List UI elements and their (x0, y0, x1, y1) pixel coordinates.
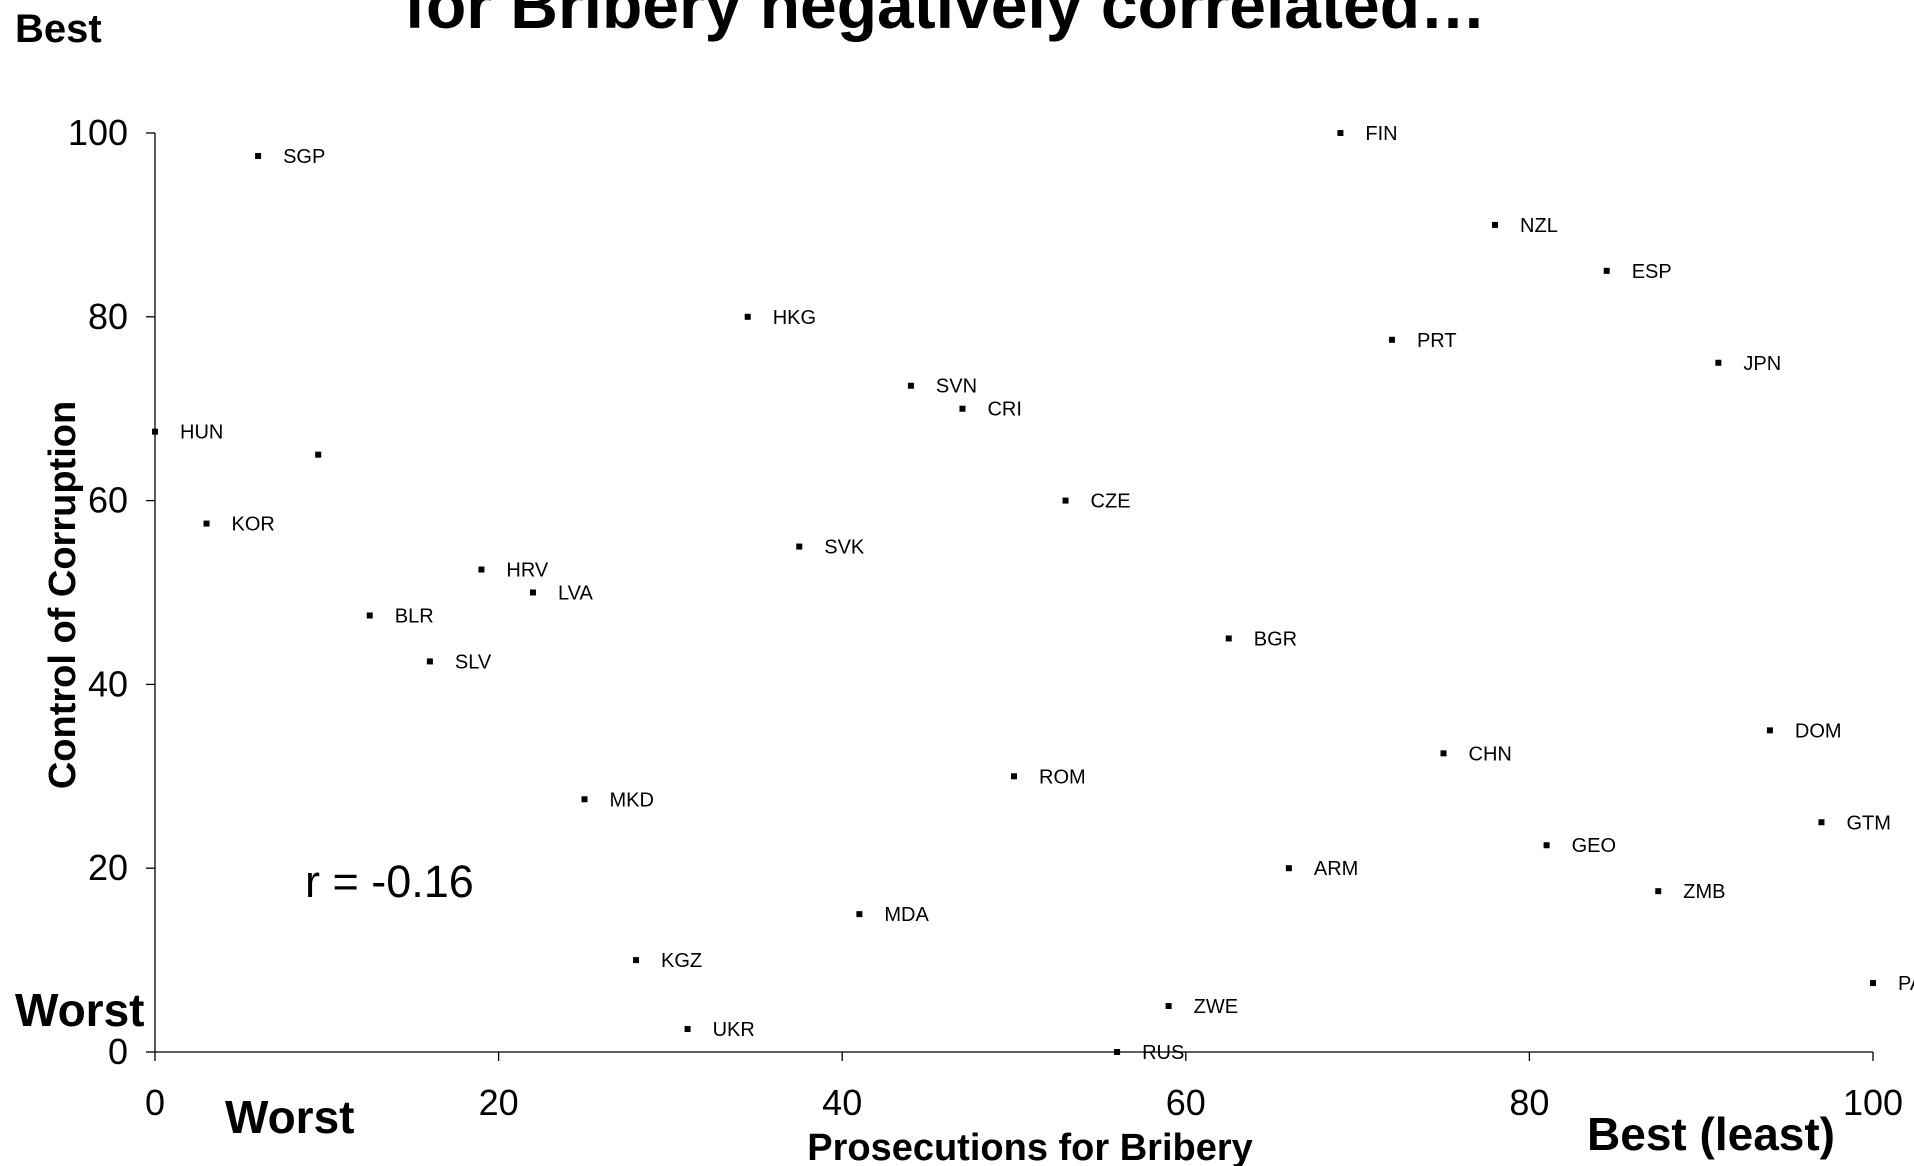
data-point-label-arm: ARM (1314, 858, 1358, 880)
data-point-mkd (581, 796, 588, 803)
data-point-label-rus: RUS (1142, 1042, 1184, 1064)
data-point-label-bgr: BGR (1254, 628, 1297, 650)
data-point-rus (1114, 1049, 1121, 1055)
data-point-pak (1870, 980, 1876, 987)
data-point-bgr (1225, 635, 1232, 642)
data-point-rom (1011, 773, 1017, 780)
data-point-esp (1603, 267, 1610, 274)
data-point-zwe (1165, 1003, 1172, 1010)
correlation-annotation: r = -0.16 (305, 856, 474, 907)
data-point-kor (203, 520, 210, 527)
data-point-nzl (1492, 221, 1499, 228)
y-worst-label: Worst (15, 984, 145, 1036)
x-tick-label-2: 40 (822, 1082, 862, 1123)
data-point-gtm (1818, 819, 1825, 826)
data-point-label-gtm: GTM (1846, 812, 1890, 834)
data-point-sgp (255, 152, 262, 159)
x-tick-label-0: 0 (145, 1082, 165, 1123)
data-point-label-cze: CZE (1091, 491, 1131, 513)
data-point-label-pak: PAK (1898, 973, 1914, 995)
x-tick-label-5: 100 (1843, 1082, 1903, 1123)
data-point-label-slv: SLV (455, 651, 492, 673)
data-point-label-hkg: HKG (773, 307, 816, 329)
data-point-label-cri: CRI (987, 399, 1021, 421)
data-point-label-mda: MDA (884, 904, 929, 926)
data-point-arm (1285, 865, 1292, 872)
data-point-svk (796, 543, 803, 550)
data-point-hrv (478, 566, 485, 573)
data-point-dom (1766, 727, 1773, 734)
data-point-geo (1543, 842, 1550, 849)
data-point-label-svk: SVK (824, 537, 865, 559)
data-point-label-esp: ESP (1632, 261, 1672, 283)
x-tick-label-3: 60 (1166, 1082, 1206, 1123)
data-point-prt (1388, 336, 1395, 343)
data-point-mda (856, 911, 863, 918)
data-point-fin (1337, 130, 1344, 136)
data-point-label-svn: SVN (936, 376, 977, 398)
chart-title: for Bribery negatively correlated… (404, 0, 1486, 42)
data-point-label-fin: FIN (1365, 123, 1397, 145)
axis-ticks: 0 20 40 60 80 100 0 20 40 60 80 100 (68, 112, 1903, 1123)
data-point-label-lva: LVA (558, 583, 593, 605)
data-point-label-hrv: HRV (506, 560, 549, 582)
data-point-kgz (633, 957, 640, 964)
data-point-cze (1062, 497, 1069, 504)
data-point-label-jpn: JPN (1743, 353, 1781, 375)
data-point-label-sgp: SGP (283, 146, 325, 168)
data-point-zmb (1655, 888, 1662, 895)
data-point-label-geo: GEO (1572, 835, 1616, 857)
y-tick-label-2: 40 (88, 663, 128, 704)
data-point-jpn (1715, 359, 1722, 366)
data-point-cri (959, 405, 966, 412)
data-point-label-kor: KOR (232, 514, 275, 536)
data-point-hkg (744, 313, 751, 320)
y-tick-label-0: 0 (108, 1031, 128, 1072)
data-point-hun (152, 428, 158, 435)
data-point-label-zmb: ZMB (1683, 881, 1725, 903)
y-tick-label-4: 80 (88, 296, 128, 337)
y-tick-label-1: 20 (88, 847, 128, 888)
data-point-label-prt: PRT (1417, 330, 1457, 352)
data-point-label-rom: ROM (1039, 766, 1086, 788)
data-point-svn (907, 382, 914, 389)
data-point-slv (426, 658, 433, 665)
x-best-label: Best (least) (1587, 1108, 1835, 1160)
data-point-lva (529, 589, 536, 596)
x-axis-title: Prosecutions for Bribery (807, 1127, 1253, 1166)
data-point-label-chn: CHN (1469, 743, 1512, 765)
y-tick-label-5: 100 (68, 112, 128, 153)
data-point-label-blr: BLR (395, 605, 434, 627)
x-tick-label-4: 80 (1509, 1082, 1549, 1123)
y-tick-label-3: 60 (88, 480, 128, 521)
data-point-label-ukr: UKR (713, 1019, 755, 1041)
data-point-ukr (684, 1026, 691, 1033)
data-point-chn (1440, 750, 1447, 757)
data-point-label-zwe: ZWE (1194, 996, 1238, 1018)
data-point-label-kgz: KGZ (661, 950, 702, 972)
data-point-label-nzl: NZL (1520, 215, 1558, 237)
y-axis-title: Control of Corruption (42, 401, 84, 789)
data-point-unlabeled-10 (315, 451, 322, 458)
x-tick-label-1: 20 (479, 1082, 519, 1123)
x-worst-label: Worst (225, 1091, 355, 1143)
data-points: SGP FIN NZL ESP HKG PRT JPN SVN CRI HUN CZE KOR SVK H… (152, 123, 1914, 1064)
data-point-label-hun: HUN (180, 422, 223, 444)
y-best-label: Best (15, 7, 102, 51)
data-point-label-dom: DOM (1795, 720, 1842, 742)
data-point-label-mkd: MKD (610, 789, 654, 811)
data-point-blr (366, 612, 373, 619)
